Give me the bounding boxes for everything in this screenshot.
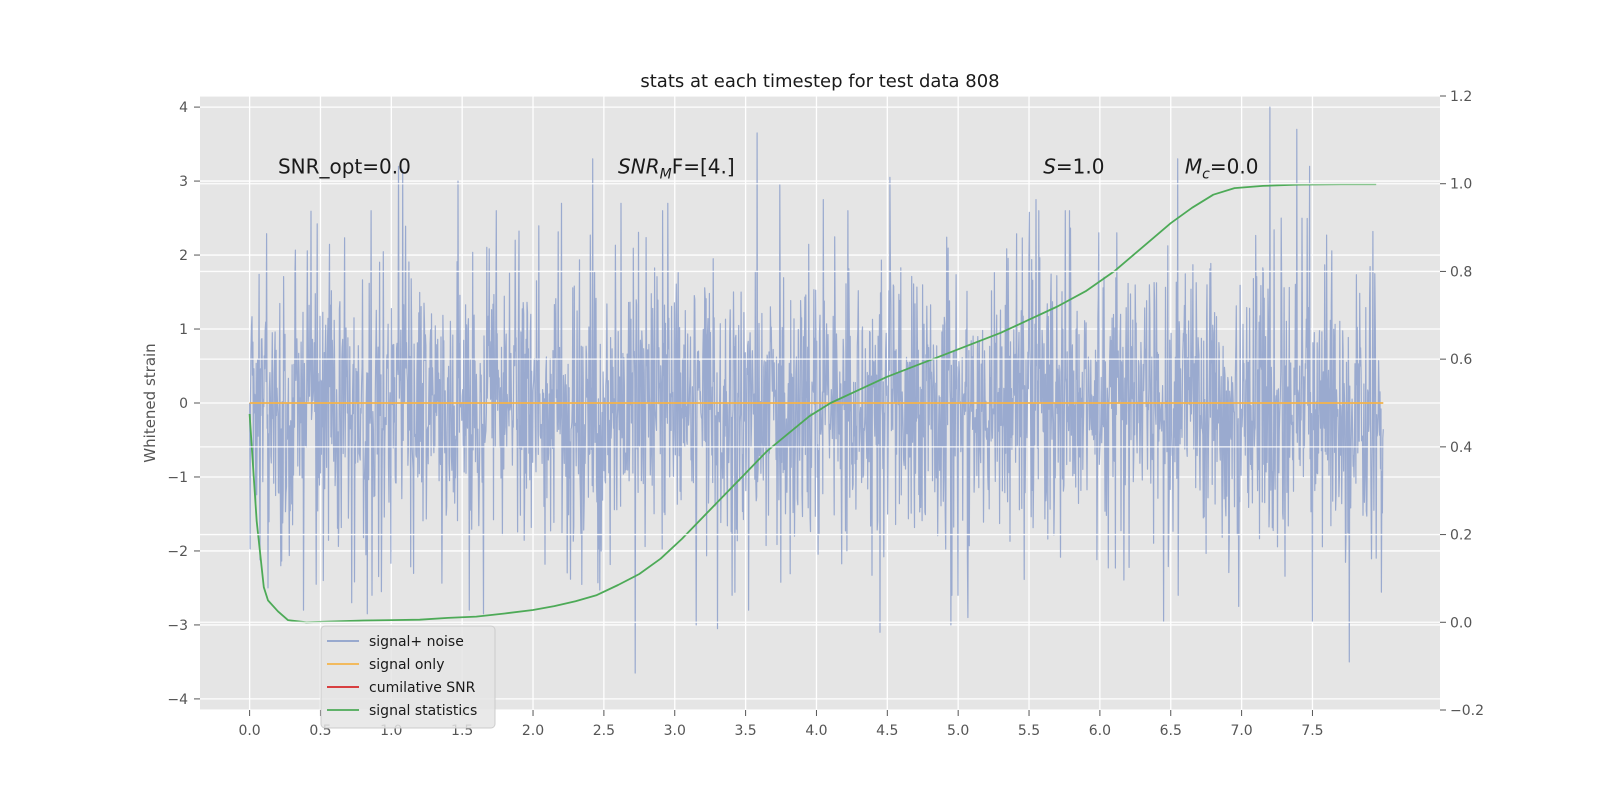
y-tick-label: 0	[179, 396, 188, 412]
legend: signal+ noise signal only cumilative SNR si…	[320, 625, 496, 729]
series-line-signal-noise	[249, 106, 1384, 674]
y2-grid	[200, 95, 1440, 711]
y-tick-label: −3	[167, 618, 188, 634]
y2-tick-label: 1.2	[1450, 89, 1472, 105]
x-tick-label: 4.5	[876, 723, 898, 739]
y-tick-label: 1	[179, 322, 188, 338]
x-tick-label: 3.0	[664, 723, 686, 739]
y-axis-label: Whitened strain	[141, 343, 159, 462]
annotation: Mc=0.0	[1185, 154, 1259, 182]
x-tick-label: 7.5	[1301, 723, 1323, 739]
x-tick-label: 3.5	[734, 723, 756, 739]
annotation: SNRMF=[4.]	[618, 154, 735, 182]
y-tick-label: 3	[179, 174, 188, 190]
y-tick-label: −4	[167, 692, 188, 708]
series-line-signal-statistics	[248, 183, 1377, 624]
legend-label: cumilative SNR	[369, 680, 476, 696]
y2-tick-label: 0.4	[1450, 440, 1472, 456]
y-tick-label: −1	[167, 470, 188, 486]
y2-tick-label: −0.2	[1450, 703, 1484, 719]
y-tick-label: 2	[179, 248, 188, 264]
x-tick-label: 7.0	[1230, 723, 1252, 739]
legend-label: signal+ noise	[369, 634, 464, 650]
x-tick-label: 0.0	[238, 723, 260, 739]
y2-tick-label: 1.0	[1450, 177, 1472, 193]
annotation: SNR_opt=0.0	[278, 154, 411, 178]
y-tick-label: −2	[167, 544, 188, 560]
x-tick-label: 5.0	[947, 723, 969, 739]
x-tick-label: 4.0	[805, 723, 827, 739]
x-tick-label: 6.0	[1089, 723, 1111, 739]
x-tick-label: 2.0	[522, 723, 544, 739]
y-axis-right: −0.2 0.0 0.2 0.4 0.6 0.8 1.0 1.2	[1440, 89, 1484, 719]
y2-tick-label: 0.0	[1450, 615, 1472, 631]
y-tick-label: 4	[179, 100, 188, 116]
x-tick-label: 2.5	[593, 723, 615, 739]
y-axis-left: −4 −3 −2 −1 0 1 2 3 4	[167, 100, 200, 708]
y2-tick-label: 0.8	[1450, 264, 1472, 280]
x-axis: 0.0 0.5 1.0 1.5 2.0 2.5 3.0 3.5 4.0 4.5 5.0 5.5 6.0 6…	[238, 710, 1324, 739]
y2-tick-label: 0.2	[1450, 528, 1472, 544]
legend-box	[320, 625, 496, 729]
series-layer	[248, 106, 1384, 674]
x-tick-label: 5.5	[1018, 723, 1040, 739]
legend-label: signal only	[369, 657, 444, 673]
x-tick-label: 6.5	[1160, 723, 1182, 739]
annotation: S=1.0	[1043, 154, 1104, 178]
annotations: SNR_opt=0.0 SNRMF=[4.] S=1.0 Mc=0.0	[278, 154, 1259, 182]
y2-tick-label: 0.6	[1450, 352, 1472, 368]
chart-title: stats at each timestep for test data 808	[640, 71, 999, 92]
legend-label: signal statistics	[369, 703, 477, 719]
